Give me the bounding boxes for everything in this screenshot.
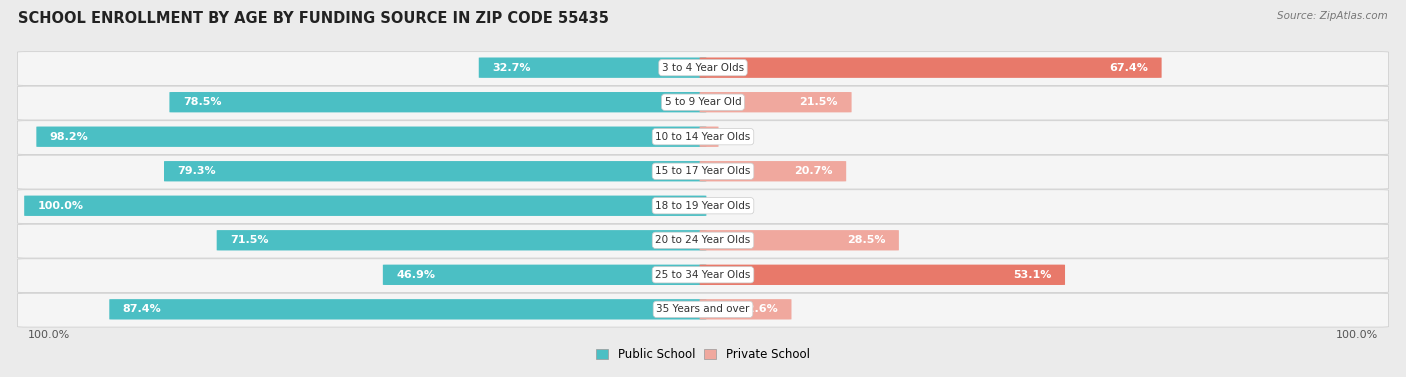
Text: 0.0%: 0.0% <box>710 201 738 211</box>
FancyBboxPatch shape <box>700 92 852 112</box>
Text: 1.8%: 1.8% <box>721 132 751 142</box>
Text: 35 Years and over: 35 Years and over <box>657 304 749 314</box>
Text: 5 to 9 Year Old: 5 to 9 Year Old <box>665 97 741 107</box>
Text: 10 to 14 Year Olds: 10 to 14 Year Olds <box>655 132 751 142</box>
Text: 20 to 24 Year Olds: 20 to 24 Year Olds <box>655 235 751 245</box>
FancyBboxPatch shape <box>17 293 1389 327</box>
FancyBboxPatch shape <box>700 127 718 147</box>
Text: 12.6%: 12.6% <box>740 304 778 314</box>
FancyBboxPatch shape <box>17 259 1389 293</box>
FancyBboxPatch shape <box>700 265 1064 285</box>
Text: 21.5%: 21.5% <box>800 97 838 107</box>
Text: 28.5%: 28.5% <box>846 235 886 245</box>
FancyBboxPatch shape <box>24 196 706 216</box>
FancyBboxPatch shape <box>17 86 1389 120</box>
FancyBboxPatch shape <box>169 92 706 112</box>
FancyBboxPatch shape <box>382 265 706 285</box>
Text: 32.7%: 32.7% <box>492 63 531 73</box>
Text: 100.0%: 100.0% <box>38 201 84 211</box>
Text: 71.5%: 71.5% <box>231 235 269 245</box>
Text: 100.0%: 100.0% <box>28 330 70 340</box>
FancyBboxPatch shape <box>700 58 1161 78</box>
FancyBboxPatch shape <box>17 224 1389 258</box>
Text: 78.5%: 78.5% <box>183 97 221 107</box>
Text: 98.2%: 98.2% <box>49 132 89 142</box>
FancyBboxPatch shape <box>217 230 706 250</box>
FancyBboxPatch shape <box>37 127 706 147</box>
FancyBboxPatch shape <box>165 161 706 181</box>
Text: Source: ZipAtlas.com: Source: ZipAtlas.com <box>1277 11 1388 21</box>
FancyBboxPatch shape <box>110 299 706 319</box>
Text: 3 to 4 Year Olds: 3 to 4 Year Olds <box>662 63 744 73</box>
FancyBboxPatch shape <box>479 58 706 78</box>
FancyBboxPatch shape <box>700 230 898 250</box>
FancyBboxPatch shape <box>17 121 1389 155</box>
Text: 46.9%: 46.9% <box>396 270 436 280</box>
FancyBboxPatch shape <box>17 190 1389 224</box>
FancyBboxPatch shape <box>700 161 846 181</box>
Text: 67.4%: 67.4% <box>1109 63 1149 73</box>
Text: SCHOOL ENROLLMENT BY AGE BY FUNDING SOURCE IN ZIP CODE 55435: SCHOOL ENROLLMENT BY AGE BY FUNDING SOUR… <box>18 11 609 26</box>
Text: 53.1%: 53.1% <box>1014 270 1052 280</box>
Text: 15 to 17 Year Olds: 15 to 17 Year Olds <box>655 166 751 176</box>
Text: 100.0%: 100.0% <box>1336 330 1378 340</box>
FancyBboxPatch shape <box>17 52 1389 86</box>
Text: 87.4%: 87.4% <box>122 304 162 314</box>
Text: 79.3%: 79.3% <box>177 166 217 176</box>
Text: 20.7%: 20.7% <box>794 166 832 176</box>
FancyBboxPatch shape <box>700 299 792 319</box>
Text: 25 to 34 Year Olds: 25 to 34 Year Olds <box>655 270 751 280</box>
FancyBboxPatch shape <box>17 155 1389 189</box>
Legend: Public School, Private School: Public School, Private School <box>592 343 814 366</box>
Text: 18 to 19 Year Olds: 18 to 19 Year Olds <box>655 201 751 211</box>
